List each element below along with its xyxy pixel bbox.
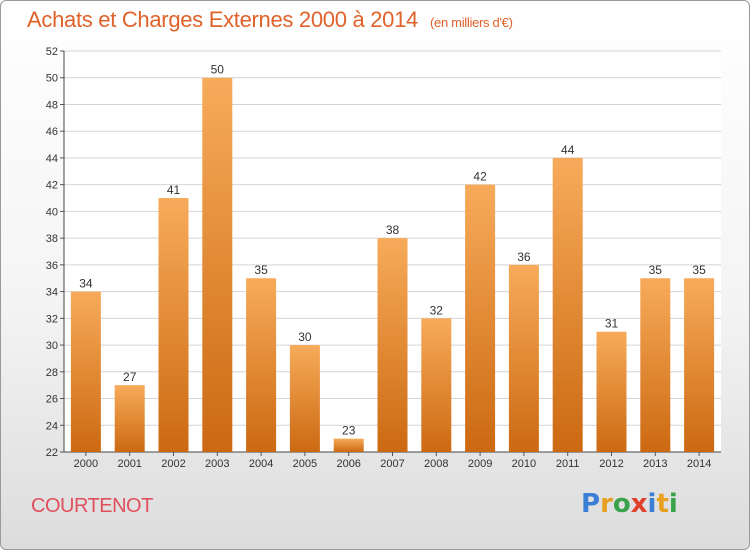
y-tick-label: 30 bbox=[46, 340, 58, 352]
logo-letter: P bbox=[581, 489, 601, 519]
logo-letter: r bbox=[600, 489, 613, 519]
bar-2000 bbox=[70, 291, 101, 452]
x-tick-label: 2009 bbox=[468, 458, 492, 470]
y-tick-label: 32 bbox=[46, 313, 58, 325]
data-label: 35 bbox=[692, 263, 706, 277]
x-tick-label: 2008 bbox=[424, 458, 448, 470]
y-tick-label: 42 bbox=[46, 180, 58, 192]
logo-letter: o bbox=[612, 489, 631, 519]
x-tick-label: 2007 bbox=[380, 458, 404, 470]
data-label: 42 bbox=[473, 170, 487, 184]
data-label: 27 bbox=[123, 370, 137, 384]
data-label: 32 bbox=[430, 303, 444, 317]
x-tick-label: 2004 bbox=[249, 458, 273, 470]
chart-title: Achats et Charges Externes 2000 à 2014 (e… bbox=[27, 7, 513, 33]
data-label: 44 bbox=[561, 143, 575, 157]
logo-letter: x bbox=[630, 489, 648, 519]
data-label: 41 bbox=[167, 183, 181, 197]
bar-2005 bbox=[289, 345, 320, 452]
x-tick-label: 2014 bbox=[687, 458, 711, 470]
data-label: 30 bbox=[298, 330, 312, 344]
data-label: 34 bbox=[79, 277, 93, 291]
data-label: 38 bbox=[386, 223, 400, 237]
data-label: 23 bbox=[342, 424, 356, 438]
chart-title-text: Achats et Charges Externes 2000 à 2014 bbox=[27, 7, 418, 32]
y-tick-label: 38 bbox=[46, 233, 58, 245]
y-tick-label: 48 bbox=[46, 99, 58, 111]
bar-2006 bbox=[333, 438, 364, 452]
x-tick-label: 2005 bbox=[293, 458, 317, 470]
y-tick-label: 24 bbox=[46, 420, 58, 432]
y-tick-label: 46 bbox=[46, 126, 58, 138]
x-tick-label: 2010 bbox=[512, 458, 536, 470]
y-tick-label: 52 bbox=[46, 46, 58, 58]
x-tick-label: 2000 bbox=[74, 458, 98, 470]
logo-letter: i bbox=[668, 489, 678, 519]
logo-letter: i bbox=[647, 489, 657, 519]
bar-2008 bbox=[421, 318, 452, 452]
bar-2009 bbox=[465, 184, 496, 452]
y-tick-label: 26 bbox=[46, 394, 58, 406]
logo-letter: t bbox=[656, 489, 669, 519]
y-tick-label: 34 bbox=[46, 287, 58, 299]
data-label: 50 bbox=[211, 63, 225, 77]
data-label: 31 bbox=[605, 317, 619, 331]
bar-2007 bbox=[377, 238, 408, 452]
y-tick-label: 40 bbox=[46, 206, 58, 218]
bar-2011 bbox=[552, 157, 583, 452]
data-label: 36 bbox=[517, 250, 531, 264]
bar-2010 bbox=[508, 264, 539, 452]
x-tick-label: 2013 bbox=[643, 458, 667, 470]
y-tick-label: 36 bbox=[46, 260, 58, 272]
x-tick-label: 2012 bbox=[599, 458, 623, 470]
y-tick-label: 22 bbox=[46, 447, 58, 459]
x-tick-label: 2011 bbox=[556, 458, 580, 470]
x-tick-label: 2001 bbox=[117, 458, 141, 470]
y-tick-label: 28 bbox=[46, 367, 58, 379]
bar-2013 bbox=[640, 278, 671, 452]
bar-2001 bbox=[114, 385, 145, 452]
bar-2014 bbox=[684, 278, 715, 452]
x-tick-label: 2006 bbox=[336, 458, 360, 470]
x-tick-label: 2002 bbox=[161, 458, 185, 470]
y-tick-label: 44 bbox=[46, 153, 58, 165]
chart-unit: (en milliers d'€) bbox=[429, 15, 513, 30]
bar-2003 bbox=[202, 77, 233, 452]
data-label: 35 bbox=[254, 263, 268, 277]
bar-2004 bbox=[246, 278, 277, 452]
town-name: COURTENOT bbox=[31, 495, 153, 517]
y-tick-label: 50 bbox=[46, 73, 58, 85]
x-tick-label: 2003 bbox=[205, 458, 229, 470]
bar-2012 bbox=[596, 331, 627, 452]
data-label: 35 bbox=[649, 263, 663, 277]
bar-2002 bbox=[158, 198, 189, 452]
proxiti-logo: Proxiti bbox=[581, 489, 678, 519]
